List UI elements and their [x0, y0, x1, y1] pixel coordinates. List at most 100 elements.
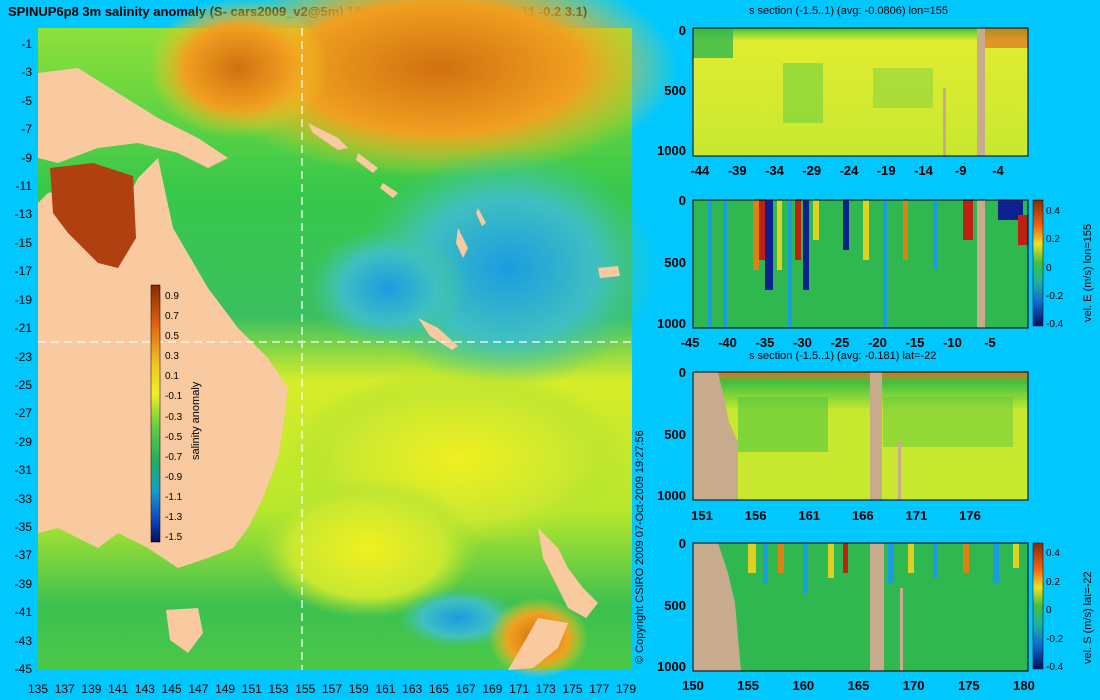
map-y-tick: -23: [14, 349, 32, 364]
map-y-tick: -29: [14, 434, 32, 449]
map-x-tick: 145: [161, 682, 182, 696]
map-x-tick: 161: [375, 682, 396, 696]
map-colorbar-tick: 0.1: [165, 371, 179, 383]
panel3-x-tick: 176: [959, 508, 981, 523]
panel4-y-tick: 0: [678, 536, 686, 551]
panel2-x-tick: -25: [830, 335, 850, 350]
panel4-colorbar-label: vel. S (m/s) lat=-22: [1082, 571, 1094, 664]
map-x-tick: 173: [535, 682, 556, 696]
map-colorbar-tick: 0.7: [165, 311, 179, 323]
panel2-x-tick: -20: [868, 335, 887, 350]
panel2-colorbar-tick: 0: [1046, 262, 1052, 274]
map-y-tick: -15: [14, 235, 32, 250]
map-x-tick: 159: [348, 682, 369, 696]
map-x-tick: 139: [81, 682, 102, 696]
panel2-x-tick: -35: [755, 335, 775, 350]
map-x-tick: 169: [482, 682, 503, 696]
panel1-plot: [692, 27, 1029, 157]
panel4-y-tick: 500: [664, 597, 686, 613]
panel1-x-tick: -14: [914, 163, 933, 178]
map-y-tick: -35: [14, 519, 32, 534]
map-x-tick: 165: [428, 682, 449, 696]
panel3-x-tick: 151: [691, 508, 713, 523]
panel4-plot: [692, 542, 1029, 672]
map-x-tick: 147: [188, 682, 209, 696]
panel4-colorbar-tick: 0.2: [1046, 576, 1060, 588]
panel2-colorbar-tick: -0.2: [1046, 290, 1064, 302]
panel2-colorbar: [1032, 199, 1044, 327]
map-y-tick: -41: [14, 605, 32, 620]
map-x-tick: 143: [134, 682, 155, 696]
panel1-x-tick: -29: [802, 163, 822, 178]
panel1-y-tick: 0: [678, 23, 686, 38]
map-y-tick: -39: [14, 576, 32, 591]
map-y-tick: -37: [14, 548, 32, 563]
map-y-tick: -43: [14, 633, 32, 648]
panel1-y-tick: 1000: [657, 143, 686, 158]
panel4-x-tick: 160: [792, 678, 815, 693]
panel2-y-tick: 1000: [657, 316, 686, 331]
panel2-x-tick: -10: [943, 335, 962, 350]
panel3-y-tick: 500: [664, 426, 686, 442]
panel2-colorbar-tick: -0.4: [1046, 319, 1064, 330]
map-x-tick: 167: [455, 682, 476, 696]
map-x-tick: 149: [215, 682, 236, 696]
map-y-tick: -21: [14, 321, 32, 336]
panel1-x-tick: -34: [765, 163, 784, 178]
panel2-x-tick: -15: [905, 335, 925, 350]
panel1-title: s section (-1.5..1) (avg: -0.0806) lon=1…: [749, 5, 949, 17]
panel2-colorbar-tick: 0.4: [1046, 206, 1060, 217]
map-x-tick: 141: [108, 682, 129, 696]
panel2-colorbar-label: vel. E (m/s) lon=155: [1082, 223, 1094, 322]
map-colorbar-tick: -1.1: [165, 491, 183, 503]
panel4-y-tick: 1000: [657, 659, 686, 674]
map-colorbar-tick: 0.9: [165, 291, 179, 302]
panel2-x-tick: -45: [680, 335, 700, 350]
map-x-tick: 171: [509, 682, 530, 696]
map-y-tick: -17: [14, 264, 32, 279]
map-y-tick: -25: [14, 377, 32, 392]
panel4-colorbar: [1032, 542, 1044, 670]
panel4-x-tick: 165: [847, 678, 870, 693]
map-x-tick: 151: [241, 682, 262, 696]
panel4-x-tick: 150: [682, 678, 704, 693]
map-colorbar-tick: -1.5: [165, 532, 183, 543]
panel4-colorbar-tick: -0.2: [1046, 633, 1064, 645]
map-y-tick: -5: [21, 93, 32, 108]
map-colorbar-tick: -0.9: [165, 471, 183, 483]
panel3-x-tick: 161: [798, 508, 821, 523]
map-colorbar-tick: 0.3: [165, 351, 179, 363]
map-colorbar-tick: 0.5: [165, 331, 179, 343]
panel2-colorbar-tick: 0.2: [1046, 234, 1060, 246]
map-colorbar-tick: -1.3: [165, 511, 183, 523]
map-x-tick: 175: [562, 682, 583, 696]
panel2-x-tick: -40: [718, 335, 737, 350]
map-colorbar-label: salinity anomaly: [190, 381, 202, 460]
panel2-x-tick: -5: [984, 335, 996, 350]
panel3-x-tick: 166: [851, 508, 874, 523]
panel3-x-tick: 171: [905, 508, 928, 523]
map-x-tick: 157: [321, 682, 343, 696]
map-y-tick: -33: [14, 491, 32, 506]
panel2-y-tick: 500: [664, 254, 686, 270]
panel4-colorbar-tick: -0.4: [1046, 662, 1064, 673]
panel1-x-tick: -4: [992, 163, 1004, 178]
panel2-x-tick: -30: [793, 335, 812, 350]
panel2-plot: [692, 199, 1029, 329]
panel4-x-tick: 175: [957, 678, 980, 693]
panel3-y-tick: 0: [678, 365, 686, 380]
panel3-y-tick: 1000: [657, 488, 686, 503]
panel4-x-tick: 180: [1013, 678, 1035, 693]
map-x-tick: 163: [402, 682, 423, 696]
panel4-colorbar-tick: 0.4: [1046, 548, 1060, 559]
map-x-tick: 153: [268, 682, 289, 696]
panel4-colorbar-tick: 0: [1046, 605, 1052, 616]
copyright-text: © Copyright CSIRO 2009 07-Oct-2009 19:27…: [634, 430, 646, 664]
map-y-tick: -19: [14, 292, 32, 307]
panel1-x-tick: -39: [727, 163, 747, 178]
map-colorbar-tick: -0.5: [165, 431, 183, 443]
map-x-tick: 135: [27, 682, 49, 696]
map-y-tick: -11: [15, 179, 32, 194]
map-y-tick: -7: [21, 122, 32, 137]
map-y-tick: -31: [14, 463, 32, 478]
